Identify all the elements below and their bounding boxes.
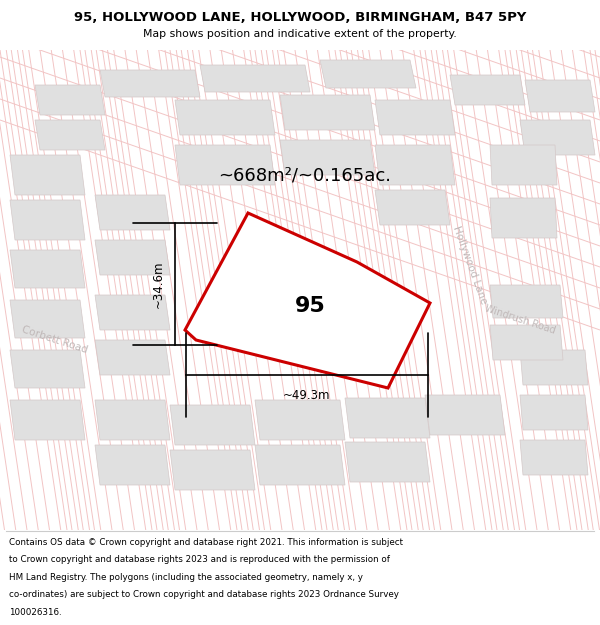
Polygon shape xyxy=(200,65,310,92)
Polygon shape xyxy=(375,145,455,185)
Polygon shape xyxy=(95,445,170,485)
Polygon shape xyxy=(345,442,430,482)
Text: Map shows position and indicative extent of the property.: Map shows position and indicative extent… xyxy=(143,29,457,39)
Polygon shape xyxy=(375,100,455,135)
Polygon shape xyxy=(520,350,588,385)
Polygon shape xyxy=(95,240,170,275)
Polygon shape xyxy=(490,198,557,238)
Text: ~49.3m: ~49.3m xyxy=(283,389,331,402)
Polygon shape xyxy=(520,395,588,430)
Polygon shape xyxy=(520,440,588,475)
Polygon shape xyxy=(35,120,105,150)
Polygon shape xyxy=(95,295,170,330)
Polygon shape xyxy=(95,340,170,375)
Text: co-ordinates) are subject to Crown copyright and database rights 2023 Ordnance S: co-ordinates) are subject to Crown copyr… xyxy=(9,591,399,599)
Polygon shape xyxy=(170,450,255,490)
Polygon shape xyxy=(10,155,85,195)
Polygon shape xyxy=(525,80,595,112)
Polygon shape xyxy=(10,400,85,440)
Polygon shape xyxy=(375,190,450,225)
Text: to Crown copyright and database rights 2023 and is reproduced with the permissio: to Crown copyright and database rights 2… xyxy=(9,555,390,564)
Polygon shape xyxy=(10,250,85,288)
Polygon shape xyxy=(170,405,255,445)
Polygon shape xyxy=(255,445,345,485)
Polygon shape xyxy=(280,95,375,130)
Text: HM Land Registry. The polygons (including the associated geometry, namely x, y: HM Land Registry. The polygons (includin… xyxy=(9,572,363,582)
Polygon shape xyxy=(185,213,430,388)
Text: Corbett Road: Corbett Road xyxy=(21,324,89,356)
Polygon shape xyxy=(490,285,563,318)
Polygon shape xyxy=(320,60,416,88)
Text: 95, HOLLYWOOD LANE, HOLLYWOOD, BIRMINGHAM, B47 5PY: 95, HOLLYWOOD LANE, HOLLYWOOD, BIRMINGHA… xyxy=(74,11,526,24)
Polygon shape xyxy=(100,70,200,97)
Text: 95: 95 xyxy=(295,296,326,316)
Polygon shape xyxy=(35,85,105,115)
Text: Corbett Road: Corbett Road xyxy=(246,224,314,256)
Polygon shape xyxy=(280,140,375,175)
Polygon shape xyxy=(10,200,85,240)
Polygon shape xyxy=(450,75,525,105)
Text: 100026316.: 100026316. xyxy=(9,608,62,617)
Polygon shape xyxy=(10,350,85,388)
Polygon shape xyxy=(175,100,275,135)
Text: Hollywood Lane: Hollywood Lane xyxy=(451,224,489,306)
Polygon shape xyxy=(520,120,595,155)
Polygon shape xyxy=(95,195,170,230)
Polygon shape xyxy=(255,400,345,440)
Polygon shape xyxy=(490,145,557,185)
Text: Contains OS data © Crown copyright and database right 2021. This information is : Contains OS data © Crown copyright and d… xyxy=(9,538,403,547)
Polygon shape xyxy=(95,400,170,440)
Polygon shape xyxy=(425,395,505,435)
Text: Windrush Road: Windrush Road xyxy=(484,304,557,336)
Text: ~668m²/~0.165ac.: ~668m²/~0.165ac. xyxy=(218,166,392,184)
Text: ~34.6m: ~34.6m xyxy=(152,260,165,308)
Polygon shape xyxy=(175,145,275,185)
Polygon shape xyxy=(345,398,430,438)
Polygon shape xyxy=(490,325,563,360)
Polygon shape xyxy=(10,300,85,338)
